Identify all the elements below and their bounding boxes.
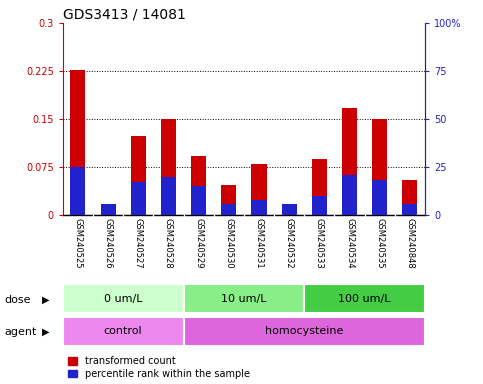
Text: GSM240525: GSM240525: [73, 218, 83, 269]
Text: GSM240527: GSM240527: [134, 218, 143, 269]
Text: dose: dose: [5, 295, 31, 305]
Bar: [71, 70, 85, 215]
Text: GSM240531: GSM240531: [255, 218, 264, 269]
Bar: [184, 284, 304, 313]
Text: GSM240526: GSM240526: [103, 218, 113, 269]
Bar: [63, 317, 184, 346]
Bar: [252, 200, 267, 215]
Bar: [221, 204, 236, 215]
Bar: [131, 136, 146, 215]
Bar: [184, 317, 425, 346]
Bar: [131, 182, 146, 215]
Bar: [312, 196, 327, 215]
Bar: [252, 164, 267, 215]
Bar: [342, 175, 357, 215]
Bar: [221, 185, 236, 215]
Bar: [161, 177, 176, 215]
Text: GSM240535: GSM240535: [375, 218, 384, 269]
Text: ▶: ▶: [42, 327, 50, 337]
Bar: [191, 186, 206, 215]
Text: 0 um/L: 0 um/L: [104, 293, 142, 304]
Bar: [71, 167, 85, 215]
Bar: [191, 156, 206, 215]
Text: GDS3413 / 14081: GDS3413 / 14081: [63, 8, 185, 22]
Text: homocysteine: homocysteine: [265, 326, 343, 336]
Text: GSM240530: GSM240530: [224, 218, 233, 269]
Bar: [342, 108, 357, 215]
Bar: [372, 180, 387, 215]
Bar: [372, 119, 387, 215]
Bar: [63, 284, 184, 313]
Bar: [304, 284, 425, 313]
Text: control: control: [104, 326, 142, 336]
Text: GSM240529: GSM240529: [194, 218, 203, 269]
Text: agent: agent: [5, 327, 37, 337]
Text: GSM240528: GSM240528: [164, 218, 173, 269]
Legend: transformed count, percentile rank within the sample: transformed count, percentile rank withi…: [68, 356, 250, 379]
Text: ▶: ▶: [42, 295, 50, 305]
Text: GSM240848: GSM240848: [405, 218, 414, 269]
Bar: [161, 119, 176, 215]
Bar: [312, 159, 327, 215]
Bar: [402, 204, 417, 215]
Text: GSM240534: GSM240534: [345, 218, 354, 269]
Bar: [402, 180, 417, 215]
Text: 100 um/L: 100 um/L: [339, 293, 391, 304]
Text: GSM240532: GSM240532: [284, 218, 294, 269]
Text: GSM240533: GSM240533: [315, 218, 324, 269]
Bar: [282, 204, 297, 215]
Bar: [100, 204, 115, 215]
Text: 10 um/L: 10 um/L: [221, 293, 267, 304]
